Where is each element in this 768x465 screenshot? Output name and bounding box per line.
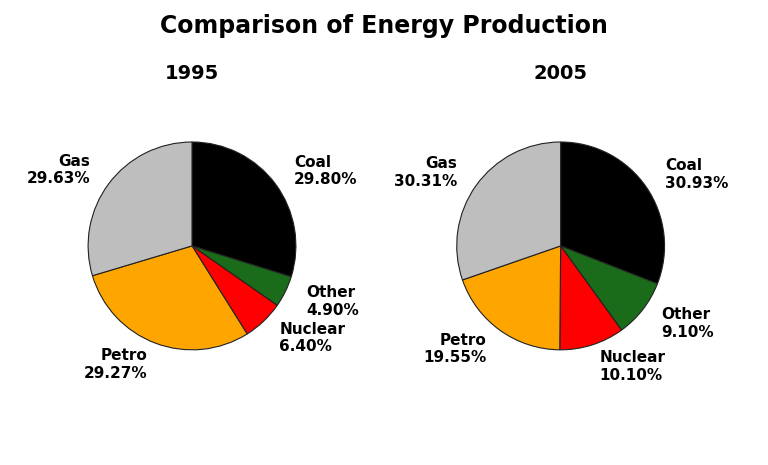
Wedge shape [192, 142, 296, 277]
Text: Gas
29.63%: Gas 29.63% [27, 154, 91, 186]
Wedge shape [192, 246, 291, 306]
Text: Comparison of Energy Production: Comparison of Energy Production [160, 14, 608, 38]
Text: Other
9.10%: Other 9.10% [661, 307, 713, 340]
Wedge shape [560, 246, 621, 350]
Wedge shape [88, 142, 192, 276]
Text: Nuclear
6.40%: Nuclear 6.40% [280, 322, 346, 354]
Wedge shape [192, 246, 277, 334]
Wedge shape [561, 142, 664, 284]
Text: Coal
29.80%: Coal 29.80% [294, 154, 358, 187]
Text: Petro
19.55%: Petro 19.55% [423, 332, 487, 365]
Text: Other
4.90%: Other 4.90% [306, 286, 359, 318]
Text: Gas
30.31%: Gas 30.31% [394, 156, 458, 189]
Title: 1995: 1995 [165, 64, 219, 83]
Text: Petro
29.27%: Petro 29.27% [84, 348, 147, 381]
Title: 2005: 2005 [534, 64, 588, 83]
Wedge shape [92, 246, 247, 350]
Wedge shape [462, 246, 561, 350]
Wedge shape [561, 246, 657, 330]
Text: Nuclear
10.10%: Nuclear 10.10% [599, 351, 665, 383]
Wedge shape [457, 142, 561, 280]
Text: Coal
30.93%: Coal 30.93% [665, 158, 729, 191]
